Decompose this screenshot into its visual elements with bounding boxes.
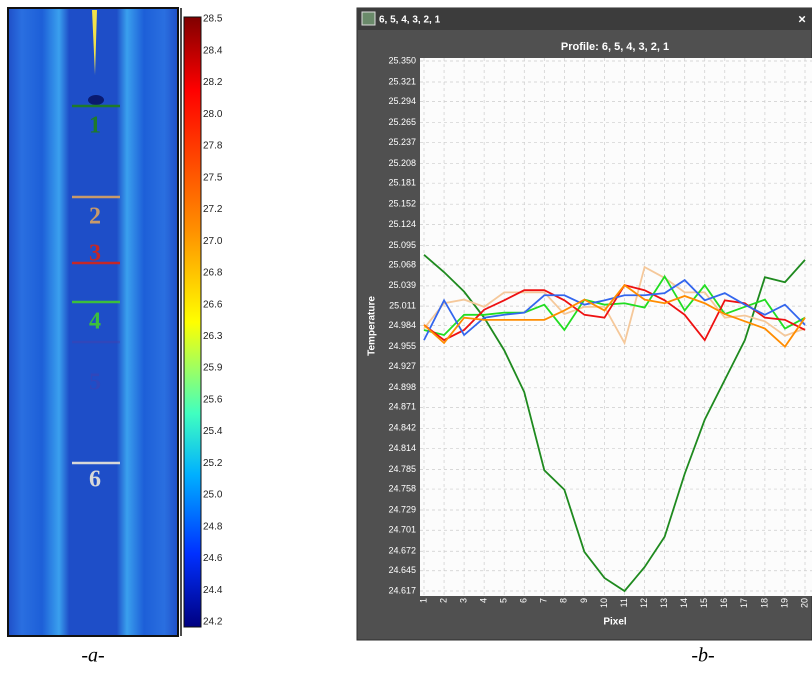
colorbar-label: 28.5 (203, 14, 223, 25)
thermal-image (7, 7, 179, 637)
y-tick-label: 24.814 (388, 443, 416, 453)
line-series (423, 274, 806, 337)
y-tick-label: 24.984 (388, 320, 416, 330)
y-tick-label: 24.927 (388, 361, 416, 371)
y-tick-label: 25.237 (388, 137, 416, 147)
y-tick-label: 25.095 (388, 240, 416, 250)
colorbar-label: 26.3 (203, 331, 223, 342)
y-tick-label: 24.955 (388, 341, 416, 351)
colorbar-label: 28.4 (203, 45, 223, 56)
y-tick-label: 24.785 (388, 464, 416, 474)
y-tick-label: 25.039 (388, 280, 416, 290)
y-axis-label: Temperature (367, 296, 378, 356)
caption: -b- (691, 645, 714, 667)
colorbar-label: 25.9 (203, 363, 223, 374)
y-tick-label: 25.321 (388, 76, 416, 86)
window-icon (361, 11, 376, 26)
colorbar-label: 24.8 (203, 521, 223, 532)
close-button[interactable]: × (798, 11, 806, 26)
y-tick-label: 24.672 (388, 546, 416, 556)
y-tick-label: 24.871 (388, 402, 416, 412)
y-tick-label: 25.068 (388, 259, 416, 269)
y-tick-label: 24.617 (388, 585, 416, 595)
y-tick-label: 25.152 (388, 199, 416, 209)
y-tick-label: 25.294 (388, 96, 416, 106)
marker-label: 4 (89, 309, 101, 335)
marker-label: 2 (89, 204, 101, 230)
x-tick-label: 6 (519, 598, 529, 603)
x-tick-label: 4 (479, 598, 489, 603)
y-tick-label: 24.842 (388, 423, 416, 433)
x-tick-label: 3 (458, 598, 468, 603)
colorbar-label: 27.5 (203, 172, 223, 183)
colorbar-label: 25.6 (203, 394, 223, 405)
colorbar-label: 26.8 (203, 268, 223, 279)
cold-spot (88, 95, 104, 105)
title-bar (357, 8, 812, 30)
x-tick-label: 5 (499, 598, 509, 603)
y-tick-label: 25.124 (388, 219, 416, 229)
y-tick-label: 25.350 (388, 55, 416, 65)
colorbar-label: 25.4 (203, 426, 223, 437)
y-tick-label: 25.181 (388, 178, 416, 188)
x-tick-label: 1 (418, 598, 428, 603)
window-title: 6, 5, 4, 3, 2, 1 (379, 15, 441, 26)
caption: -a- (81, 645, 104, 667)
x-tick-label: 8 (559, 598, 569, 603)
x-axis-label: Pixel (603, 617, 627, 628)
colorbar-label: 28.0 (203, 109, 223, 120)
colorbar-label: 27.2 (203, 204, 223, 215)
x-tick-label: 13 (659, 598, 669, 608)
y-tick-label: 25.265 (388, 117, 416, 127)
line-series (423, 254, 806, 593)
colorbar-label: 26.6 (203, 299, 223, 310)
x-tick-label: 15 (699, 598, 709, 608)
x-tick-label: 12 (639, 598, 649, 608)
y-tick-label: 24.898 (388, 382, 416, 392)
line-series (423, 265, 806, 346)
colorbar (183, 16, 202, 628)
y-tick-label: 25.208 (388, 158, 416, 168)
colorbar-label: 28.2 (203, 77, 223, 88)
marker-label: 3 (89, 241, 101, 267)
y-tick-label: 25.011 (389, 300, 416, 310)
series-group (423, 254, 806, 593)
colorbar-label: 24.6 (203, 553, 223, 564)
chart-title: Profile: 6, 5, 4, 3, 2, 1 (561, 41, 669, 53)
x-tick-label: 10 (599, 598, 609, 608)
x-tick-label: 16 (719, 598, 729, 608)
y-tick-label: 24.701 (388, 525, 416, 535)
y-tick-label: 24.729 (388, 504, 416, 514)
y-tick-label: 24.758 (388, 483, 416, 493)
x-tick-label: 11 (619, 598, 629, 607)
colorbar-label: 24.4 (203, 585, 223, 596)
y-tick-label: 24.645 (388, 565, 416, 575)
x-tick-label: 18 (759, 598, 769, 608)
x-tick-label: 9 (579, 598, 589, 603)
x-tick-label: 14 (679, 598, 689, 608)
colorbar-label: 27.8 (203, 141, 223, 152)
hot-spot (92, 10, 97, 75)
line-series (423, 283, 806, 348)
marker-label: 1 (89, 113, 101, 139)
x-tick-label: 2 (438, 598, 448, 603)
x-tick-label: 20 (799, 598, 809, 608)
marker-label: 6 (89, 467, 101, 493)
x-tick-label: 19 (779, 598, 789, 608)
colorbar-label: 24.2 (203, 617, 223, 628)
colorbar-label: 27.0 (203, 236, 223, 247)
x-tick-label: 17 (739, 598, 749, 608)
x-tick-label: 7 (539, 598, 549, 603)
colorbar-label: 25.0 (203, 490, 223, 501)
marker-label: 5 (89, 370, 101, 396)
colorbar-label: 25.2 (203, 458, 223, 469)
